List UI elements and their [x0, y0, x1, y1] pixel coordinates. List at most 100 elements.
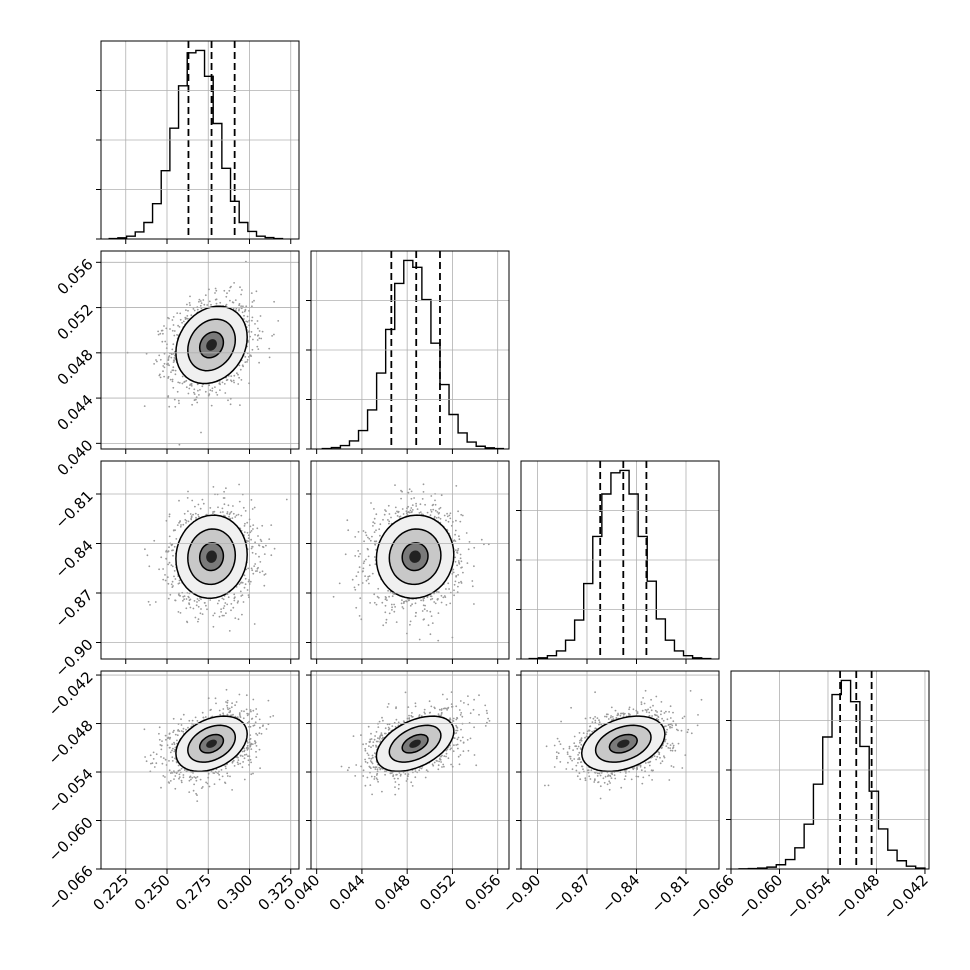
- scatter-point: [168, 535, 171, 538]
- scatter-point: [241, 311, 244, 314]
- scatter-point: [424, 503, 426, 506]
- scatter-point: [228, 515, 230, 518]
- scatter-point: [249, 734, 252, 736]
- scatter-point: [208, 288, 210, 291]
- scatter-point: [167, 377, 170, 379]
- scatter-point: [458, 561, 460, 564]
- scatter-point: [178, 402, 180, 405]
- scatter-point: [429, 514, 432, 516]
- scatter-point: [257, 327, 259, 330]
- scatter-point: [237, 759, 240, 761]
- scatter-point: [411, 511, 413, 513]
- scatter-point: [390, 603, 393, 606]
- scatter-point: [411, 509, 414, 511]
- scatter-point: [190, 518, 193, 521]
- scatter-point: [221, 381, 224, 384]
- scatter-point: [239, 368, 242, 371]
- scatter-point: [173, 398, 176, 401]
- scatter-point: [366, 547, 369, 550]
- scatter-point: [171, 565, 174, 568]
- scatter-point: [172, 316, 175, 318]
- scatter-point: [405, 510, 408, 513]
- scatter-point: [453, 583, 456, 586]
- scatter-point: [172, 554, 174, 557]
- scatter-point: [204, 390, 207, 393]
- scatter-point: [172, 359, 175, 362]
- scatter-point: [459, 520, 462, 523]
- panel-content: [143, 688, 275, 802]
- scatter-point: [452, 568, 455, 571]
- scatter-point: [171, 743, 174, 746]
- scatter-point: [414, 602, 417, 605]
- scatter-point: [192, 607, 195, 610]
- scatter-point: [250, 355, 253, 357]
- scatter-point: [382, 624, 385, 627]
- scatter-point: [246, 315, 249, 318]
- scatter-point: [261, 545, 264, 548]
- scatter-point: [256, 527, 259, 530]
- scatter-point: [353, 586, 356, 589]
- scatter-point: [233, 593, 236, 596]
- scatter-point: [180, 767, 183, 770]
- scatter-point: [445, 604, 448, 606]
- scatter-point: [436, 591, 438, 593]
- scatter-point: [254, 553, 257, 555]
- scatter-point: [171, 586, 174, 588]
- scatter-point: [173, 575, 175, 578]
- scatter-point: [252, 572, 255, 575]
- scatter-point: [187, 392, 190, 395]
- scatter-point: [181, 375, 184, 378]
- scatter-point: [407, 505, 410, 508]
- scatter-point: [253, 565, 256, 567]
- scatter-point: [182, 776, 185, 779]
- scatter-point: [189, 304, 191, 306]
- scatter-point: [193, 391, 195, 394]
- scatter-point: [256, 320, 259, 322]
- scatter-point: [246, 589, 249, 591]
- panel-1-1: [306, 250, 510, 454]
- panel-2-0: −0.90−0.87−0.84−0.81: [51, 460, 300, 681]
- scatter-point: [166, 343, 168, 346]
- scatter-point: [244, 510, 247, 512]
- scatter-point: [357, 531, 360, 533]
- scatter-point: [184, 318, 187, 320]
- scatter-point: [418, 512, 421, 514]
- panel-frame: [100, 250, 300, 450]
- scatter-point: [161, 762, 164, 765]
- scatter-point: [154, 601, 157, 603]
- scatter-point: [261, 330, 264, 333]
- scatter-point: [172, 366, 175, 369]
- scatter-point: [246, 521, 249, 524]
- scatter-point: [454, 556, 456, 559]
- scatter-point: [248, 764, 250, 766]
- scatter-point: [248, 725, 251, 728]
- panel-0-0: [96, 40, 300, 244]
- scatter-point: [344, 553, 347, 556]
- scatter-point: [437, 612, 440, 614]
- scatter-point: [250, 499, 253, 501]
- scatter-point: [235, 309, 237, 311]
- scatter-point: [188, 387, 191, 390]
- scatter-point: [197, 513, 200, 516]
- scatter-point: [168, 364, 171, 367]
- scatter-point: [379, 523, 382, 526]
- scatter-point: [251, 508, 254, 510]
- scatter-point: [403, 600, 406, 603]
- scatter-point: [362, 562, 365, 565]
- scatter-point: [394, 484, 396, 486]
- scatter-point: [385, 621, 387, 624]
- scatter-point: [157, 333, 160, 336]
- scatter-point: [210, 404, 213, 407]
- scatter-point: [234, 299, 237, 301]
- scatter-point: [405, 600, 407, 602]
- scatter-point: [447, 582, 450, 585]
- scatter-point: [388, 513, 391, 515]
- scatter-point: [202, 502, 205, 505]
- scatter-point: [456, 564, 458, 567]
- scatter-point: [250, 292, 253, 294]
- scatter-point: [358, 566, 361, 569]
- scatter-point: [183, 380, 186, 383]
- scatter-point: [230, 603, 233, 605]
- scatter-point: [442, 596, 445, 599]
- scatter-point: [201, 711, 204, 714]
